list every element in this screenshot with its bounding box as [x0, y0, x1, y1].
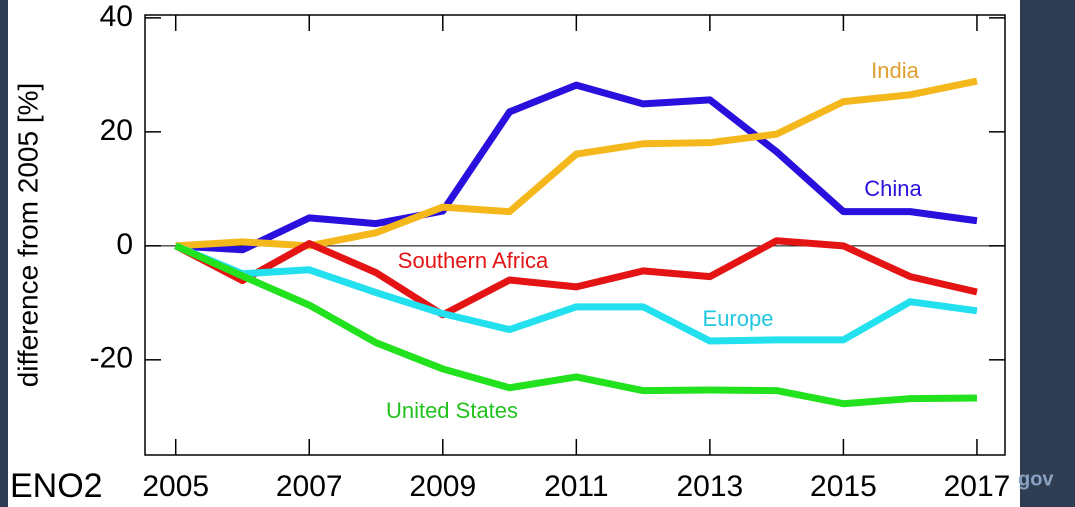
y-tick-label: 0 [116, 228, 133, 261]
y-tick-label: 40 [100, 0, 133, 33]
line-series [174, 237, 978, 319]
chart-background [8, 0, 1020, 507]
x-tick-label: 2009 [409, 470, 476, 503]
series-label: United States [386, 398, 518, 423]
x-tick-label: 2013 [677, 470, 744, 503]
line-series [175, 81, 978, 254]
overlay-text: gov [1018, 468, 1054, 490]
x-tick-label: 2007 [276, 470, 343, 503]
y-tick-label: 20 [100, 114, 133, 147]
y-tick-label: -20 [90, 342, 133, 375]
series-label: Europe [703, 306, 774, 331]
series-label: Southern Africa [398, 248, 549, 273]
y-axis-label: difference from 2005 [%] [12, 83, 43, 388]
x-tick-label: 2011 [544, 470, 609, 503]
overlay-text: ENO2 [10, 467, 103, 505]
series-label: China [864, 176, 922, 201]
series-label: India [871, 58, 919, 83]
x-tick-label: 2015 [810, 470, 877, 503]
x-tick-label: 2005 [142, 470, 209, 503]
plot-frame [144, 14, 1006, 456]
line-series [174, 242, 978, 345]
line-series [174, 242, 977, 408]
x-tick-label: 2017 [944, 470, 1011, 503]
